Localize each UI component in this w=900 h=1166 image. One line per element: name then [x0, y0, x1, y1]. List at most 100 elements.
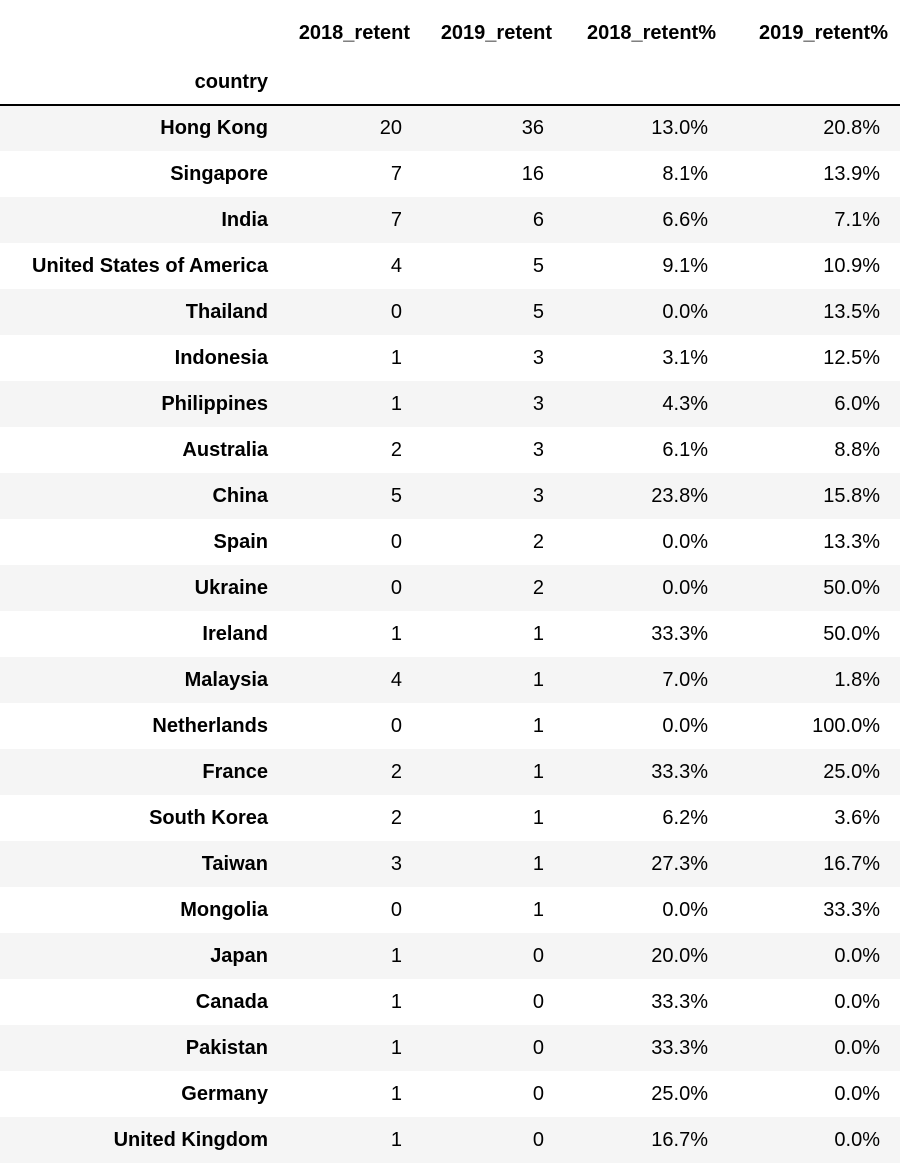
cell-2018-retent-pct: 3.1%: [662, 346, 708, 369]
table-row: Australia 2 3 6.1% 8.8%: [0, 427, 900, 473]
cell-2018-retent-pct: 33.3%: [651, 622, 708, 645]
index-header-blank: [280, 60, 422, 106]
table-row: France 2 1 33.3% 25.0%: [0, 749, 900, 795]
row-country-label: Mongolia: [180, 898, 268, 921]
cell-2019-retent-pct: 0.0%: [834, 1082, 880, 1105]
row-country-label: Canada: [195, 990, 268, 1013]
cell-2019-retent: 16: [521, 162, 544, 185]
row-country-label: Ireland: [202, 622, 268, 645]
cell-2019-retent-pct: 1.8%: [834, 668, 880, 691]
row-country-label: Singapore: [170, 162, 268, 185]
row-country-label: Thailand: [185, 300, 268, 323]
table-row: Canada 1 0 33.3% 0.0%: [0, 979, 900, 1025]
table-row: Germany 1 0 25.0% 0.0%: [0, 1071, 900, 1117]
cell-2019-retent: 1: [532, 898, 544, 921]
cell-2019-retent: 3: [532, 484, 544, 507]
cell-2019-retent-pct: 33.3%: [823, 898, 880, 921]
cell-2019-retent-pct: 3.6%: [834, 806, 880, 829]
cell-2018-retent-pct: 4.3%: [662, 392, 708, 415]
cell-2018-retent-pct: 7.0%: [662, 668, 708, 691]
cell-2018-retent-pct: 20.0%: [651, 944, 708, 967]
row-country-label: Ukraine: [194, 576, 268, 599]
cell-2018-retent: 2: [390, 438, 402, 461]
cell-2018-retent: 20: [379, 117, 402, 139]
cell-2019-retent-pct: 20.8%: [823, 117, 880, 139]
cell-2019-retent: 0: [532, 1036, 544, 1059]
cell-2018-retent-pct: 9.1%: [662, 254, 708, 277]
cell-2018-retent-pct: 25.0%: [651, 1082, 708, 1105]
cell-2018-retent-pct: 6.6%: [662, 208, 708, 231]
cell-2018-retent: 5: [390, 484, 402, 507]
cell-2019-retent: 6: [532, 208, 544, 231]
table-row: Thailand 0 5 0.0% 13.5%: [0, 289, 900, 335]
column-header-row: 2018_retent 2019_retent 2018_retent% 201…: [0, 0, 900, 60]
cell-2019-retent: 3: [532, 346, 544, 369]
row-country-label: Netherlands: [152, 714, 268, 737]
row-country-label: Spain: [213, 530, 268, 553]
cell-2019-retent: 2: [532, 576, 544, 599]
cell-2019-retent: 2: [532, 530, 544, 553]
table-row: United States of America 4 5 9.1% 10.9%: [0, 243, 900, 289]
table-row: Netherlands 0 1 0.0% 100.0%: [0, 703, 900, 749]
row-country-label: Germany: [181, 1082, 268, 1105]
index-header-blank: [564, 60, 728, 106]
cell-2019-retent-pct: 13.5%: [823, 300, 880, 323]
table-row: South Korea 2 1 6.2% 3.6%: [0, 795, 900, 841]
cell-2019-retent-pct: 10.9%: [823, 254, 880, 277]
row-country-label: Malaysia: [184, 668, 268, 691]
cell-2019-retent: 0: [532, 944, 544, 967]
cell-2019-retent-pct: 25.0%: [823, 760, 880, 783]
cell-2018-retent: 1: [390, 944, 402, 967]
cell-2018-retent: 1: [390, 392, 402, 415]
cell-2019-retent-pct: 13.3%: [823, 530, 880, 553]
cell-2019-retent: 1: [532, 714, 544, 737]
cell-2018-retent: 0: [390, 576, 402, 599]
cell-2019-retent-pct: 7.1%: [834, 208, 880, 231]
table-row: Singapore 7 16 8.1% 13.9%: [0, 151, 900, 197]
cell-2018-retent: 4: [390, 254, 402, 277]
cell-2019-retent: 1: [532, 806, 544, 829]
cell-2018-retent-pct: 23.8%: [651, 484, 708, 507]
table-row: Ukraine 0 2 0.0% 50.0%: [0, 565, 900, 611]
cell-2018-retent: 1: [390, 346, 402, 369]
cell-2019-retent-pct: 0.0%: [834, 944, 880, 967]
cell-2018-retent: 4: [390, 668, 402, 691]
table-row: United Kingdom 1 0 16.7% 0.0%: [0, 1117, 900, 1163]
cell-2018-retent: 7: [390, 208, 402, 231]
cell-2018-retent-pct: 13.0%: [651, 117, 708, 139]
cell-2018-retent: 2: [390, 806, 402, 829]
table-row: Hong Kong 20 36 13.0% 20.8%: [0, 105, 900, 151]
cell-2018-retent-pct: 0.0%: [662, 300, 708, 323]
cell-2018-retent: 7: [390, 162, 402, 185]
row-country-label: Philippines: [161, 392, 268, 415]
table-row: Mongolia 0 1 0.0% 33.3%: [0, 887, 900, 933]
row-country-label: Indonesia: [174, 346, 268, 369]
cell-2019-retent: 5: [532, 300, 544, 323]
cell-2018-retent: 0: [390, 898, 402, 921]
cell-2019-retent: 1: [532, 622, 544, 645]
header-blank-cell: [0, 0, 280, 60]
column-header-2018-retent: 2018_retent: [298, 21, 410, 44]
cell-2019-retent: 1: [532, 852, 544, 875]
cell-2019-retent: 5: [532, 254, 544, 277]
cell-2019-retent-pct: 6.0%: [834, 392, 880, 415]
table-row: Indonesia 1 3 3.1% 12.5%: [0, 335, 900, 381]
cell-2019-retent: 1: [532, 760, 544, 783]
table-row: India 7 6 6.6% 7.1%: [0, 197, 900, 243]
row-country-label: Taiwan: [201, 852, 268, 875]
table-row: Ireland 1 1 33.3% 50.0%: [0, 611, 900, 657]
cell-2018-retent: 0: [390, 300, 402, 323]
cell-2018-retent: 2: [390, 760, 402, 783]
column-header-2019-retent: 2019_retent: [440, 21, 552, 44]
cell-2018-retent-pct: 33.3%: [651, 990, 708, 1013]
cell-2019-retent-pct: 100.0%: [812, 714, 880, 737]
cell-2019-retent: 1: [532, 668, 544, 691]
cell-2019-retent-pct: 50.0%: [823, 576, 880, 599]
cell-2018-retent-pct: 6.1%: [662, 438, 708, 461]
row-country-label: China: [212, 484, 268, 507]
row-country-label: South Korea: [149, 806, 268, 829]
index-name-header: country: [0, 60, 280, 106]
cell-2019-retent: 3: [532, 438, 544, 461]
cell-2018-retent: 0: [390, 530, 402, 553]
row-country-label: India: [221, 208, 268, 231]
